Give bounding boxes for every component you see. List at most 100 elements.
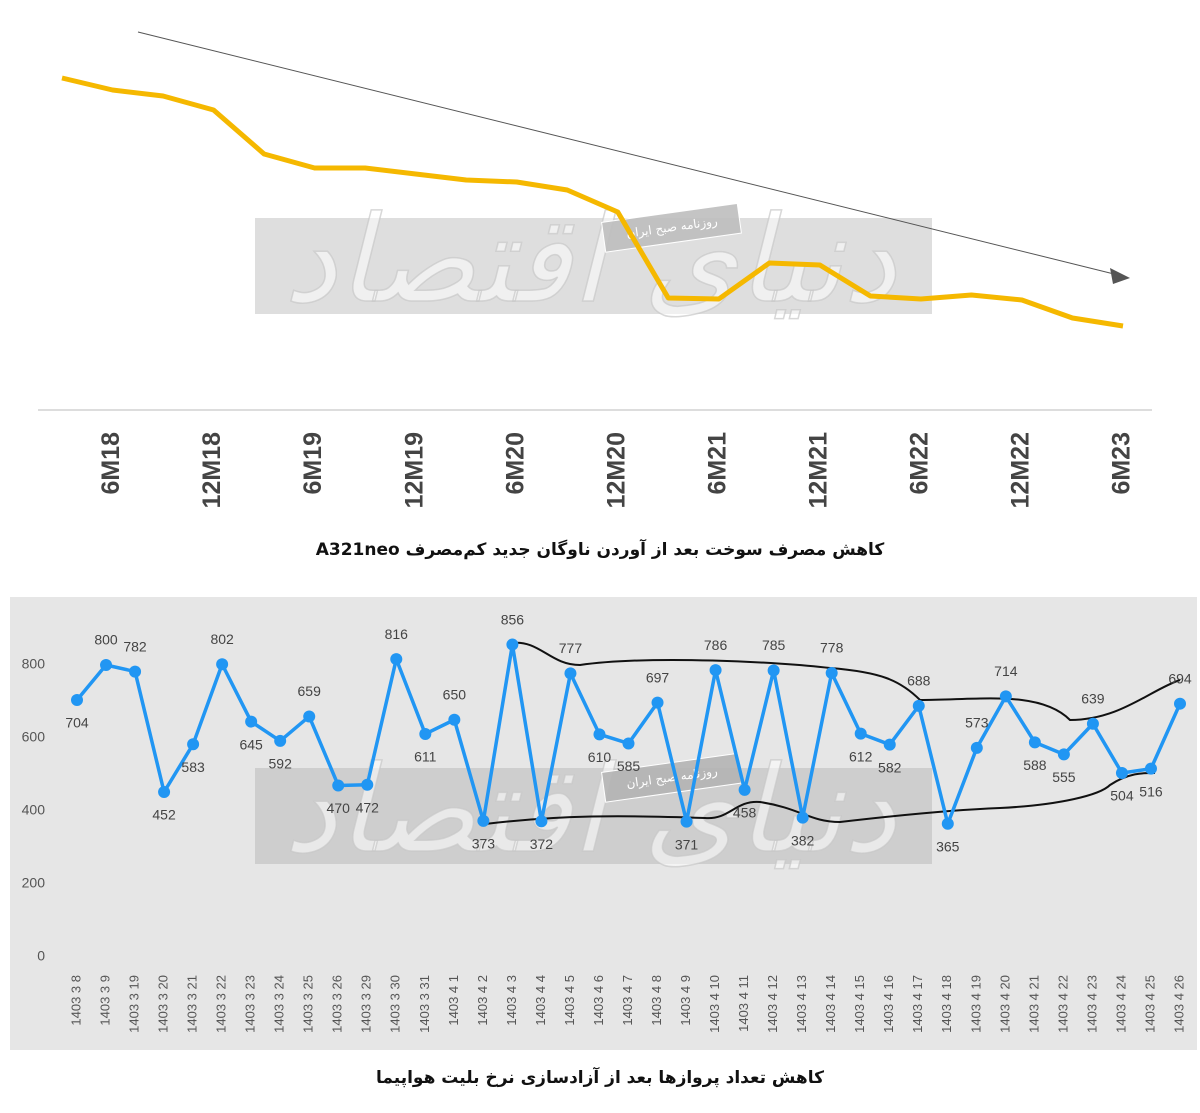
data-point [419, 727, 432, 740]
data-label: 816 [385, 626, 409, 642]
data-point [999, 690, 1012, 703]
x-tick-label: 1403 4 22 [1055, 975, 1070, 1033]
x-tick-label: 6M20 [501, 432, 529, 495]
data-label: 365 [936, 838, 960, 854]
data-label: 371 [675, 836, 699, 852]
data-point [477, 814, 490, 827]
x-tick-label: 1403 3 21 [185, 975, 200, 1033]
data-point [738, 783, 751, 796]
data-point [825, 667, 838, 680]
x-tick-label: 1403 4 8 [649, 975, 664, 1026]
data-label: 458 [733, 805, 757, 821]
x-tick-label: 1403 3 9 [97, 975, 112, 1026]
x-tick-label: 1403 3 25 [301, 975, 316, 1033]
data-label: 612 [849, 748, 873, 764]
x-tick-label: 1403 4 26 [1171, 975, 1186, 1033]
data-label: 645 [239, 736, 263, 752]
data-label: 555 [1052, 769, 1076, 785]
y-tick-label: 400 [22, 802, 46, 818]
x-tick-label: 1403 4 19 [968, 975, 983, 1033]
data-label: 856 [501, 611, 525, 627]
data-label: 516 [1139, 783, 1163, 799]
trend-arrow [137, 31, 1119, 276]
data-point [506, 638, 519, 651]
data-point [651, 696, 664, 709]
data-label: 583 [181, 759, 205, 775]
x-tick-label: 1403 4 6 [591, 975, 606, 1026]
x-tick-label: 1403 4 12 [765, 975, 780, 1033]
data-label: 778 [820, 640, 844, 656]
x-tick-label: 12M21 [804, 432, 832, 509]
x-tick-label: 12M20 [602, 432, 630, 508]
data-point [158, 786, 171, 799]
data-label: 782 [123, 638, 147, 654]
chart1-caption: کاهش مصرف سوخت بعد از آوردن ناوگان جدید … [316, 538, 885, 560]
y-tick-label: 600 [22, 729, 46, 745]
x-tick-label: 1403 4 7 [620, 975, 635, 1026]
x-tick-label: 1403 4 11 [736, 975, 751, 1032]
data-label: 610 [588, 749, 612, 765]
data-point [361, 778, 374, 791]
data-label: 650 [443, 686, 467, 702]
data-point [129, 665, 142, 678]
data-point [622, 737, 635, 750]
data-label: 697 [646, 669, 670, 685]
x-tick-label: 6M21 [703, 432, 731, 495]
data-point [854, 727, 867, 740]
data-label: 504 [1110, 788, 1134, 804]
x-tick-label: 1403 4 14 [823, 975, 838, 1033]
data-label: 786 [704, 637, 728, 653]
x-tick-label: 1403 4 20 [997, 975, 1012, 1033]
data-point [71, 694, 83, 707]
data-line [61, 75, 1124, 329]
data-label: 373 [472, 836, 496, 852]
data-point [303, 710, 316, 723]
x-tick-label: 6M18 [97, 432, 125, 495]
x-tick-label: 1403 3 23 [243, 975, 258, 1033]
data-point [1057, 748, 1070, 761]
x-tick-label: 1403 3 29 [359, 975, 374, 1033]
data-point [1028, 736, 1041, 749]
data-point [767, 664, 780, 677]
x-tick-label: 1403 4 3 [504, 975, 519, 1026]
trend-arrow-head [1110, 268, 1130, 284]
data-label: 472 [356, 799, 380, 815]
x-tick-label: 1403 4 17 [910, 975, 925, 1033]
data-label: 714 [994, 663, 1018, 679]
x-tick-label: 12M22 [1007, 432, 1035, 508]
chart2-caption: کاهش تعداد پروازها بعد از آزادسازی نرخ ب… [376, 1066, 824, 1088]
x-tick-label: 6M23 [1108, 432, 1136, 495]
data-point [1144, 762, 1157, 775]
data-label: 452 [152, 807, 176, 823]
x-tick-label: 1403 4 18 [939, 975, 954, 1033]
data-point [216, 658, 229, 671]
x-tick-label: 1403 4 15 [852, 975, 867, 1033]
data-label: 588 [1023, 757, 1047, 773]
x-tick-label: 1403 4 13 [794, 975, 809, 1033]
data-point [883, 738, 896, 751]
data-point [245, 715, 258, 728]
watermark-text: دنیای اقتصاد [284, 741, 897, 880]
data-point [332, 779, 345, 792]
x-tick-label: 1403 3 26 [330, 975, 345, 1033]
data-point [970, 741, 983, 754]
envelope-lower [484, 771, 1156, 825]
x-tick-label: 1403 4 25 [1142, 975, 1157, 1033]
data-label: 777 [559, 640, 583, 656]
data-point [709, 664, 722, 677]
data-label: 688 [907, 673, 931, 689]
x-tick-label: 1403 3 20 [156, 975, 171, 1033]
x-tick-label: 1403 3 22 [214, 975, 229, 1033]
data-label: 611 [414, 749, 437, 765]
x-tick-label: 12M19 [400, 432, 428, 508]
y-tick-label: 200 [22, 875, 46, 891]
y-tick-label: 800 [22, 656, 46, 672]
x-tick-label: 1403 3 30 [388, 975, 403, 1033]
y-tick-label: 0 [37, 948, 45, 964]
data-point [796, 811, 809, 824]
x-tick-label: 12M18 [198, 432, 226, 509]
x-tick-label: 1403 4 16 [881, 975, 896, 1033]
x-tick-label: 1403 4 9 [678, 975, 693, 1026]
data-label: 659 [298, 683, 322, 699]
